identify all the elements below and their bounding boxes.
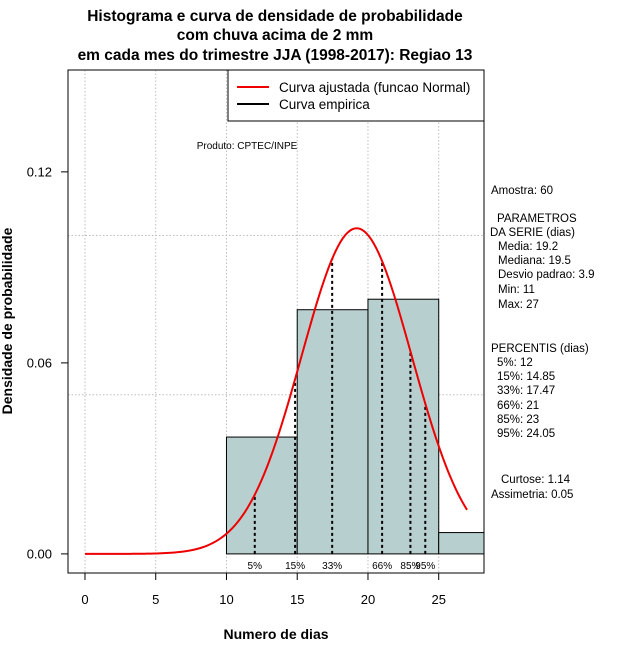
stat-median: Mediana: 19.5 <box>498 255 571 267</box>
percentile-label: 66% <box>372 561 392 572</box>
stat-mean: Media: 19.2 <box>498 241 558 253</box>
y-tick-label: 0.00 <box>27 546 52 561</box>
credit-label: Produto: CPTEC/INPE <box>197 141 298 152</box>
histogram-bar <box>439 533 484 554</box>
stat-p33: 33%: 17.47 <box>497 385 555 397</box>
legend-label-fitted: Curva ajustada (funcao Normal) <box>279 80 470 95</box>
stat-p95: 95%: 24.05 <box>497 428 555 440</box>
y-tick-label: 0.06 <box>27 355 52 370</box>
x-tick-label: 0 <box>81 592 88 607</box>
stat-p15: 15%: 14.85 <box>497 371 555 383</box>
stats-panel: Amostra: 60 PARAMETROS DA SERIE (dias) M… <box>490 185 595 501</box>
x-axis-title: Numero de dias <box>223 626 328 642</box>
histogram-bar <box>226 437 297 554</box>
bar-layer <box>226 299 484 554</box>
chart-title-line-3: em cada mes do trimestre JJA (1998-2017)… <box>78 47 473 64</box>
y-tick-label: 0.12 <box>27 164 52 179</box>
percentile-label: 33% <box>322 561 342 572</box>
x-tick-label: 10 <box>219 592 233 607</box>
stat-sample: Amostra: 60 <box>491 185 553 197</box>
y-axis-title: Densidade de probabilidade <box>0 227 15 414</box>
percentile-label: 15% <box>285 561 305 572</box>
stat-p85: 85%: 23 <box>497 414 539 426</box>
stat-p66: 66%: 21 <box>497 400 539 412</box>
x-tick-label: 25 <box>431 592 445 607</box>
histogram-chart: Histograma e curva de densidade de proba… <box>0 0 640 660</box>
stat-params-title-1: PARAMETROS <box>497 213 577 225</box>
chart-title-line-1: Histograma e curva de densidade de proba… <box>87 8 463 25</box>
x-tick-label: 20 <box>361 592 375 607</box>
stat-params-title-2: DA SERIE (dias) <box>490 227 575 239</box>
percentile-label: 5% <box>248 561 263 572</box>
stat-skewness: Assimetria: 0.05 <box>491 489 573 501</box>
histogram-bar <box>368 299 439 554</box>
stat-sd: Desvio padrao: 3.9 <box>498 269 595 281</box>
percentile-label: 95% <box>415 561 435 572</box>
legend: Curva ajustada (funcao Normal) Curva emp… <box>228 70 484 121</box>
x-tick-label: 15 <box>290 592 304 607</box>
stat-percentiles-title: PERCENTIS (dias) <box>491 343 589 355</box>
legend-label-empirical: Curva empirica <box>279 97 370 112</box>
x-tick-label: 5 <box>152 592 159 607</box>
stat-max: Max: 27 <box>498 299 539 311</box>
legend-box <box>228 70 484 121</box>
stat-p5: 5%: 12 <box>497 357 533 369</box>
stat-kurtosis: Curtose: 1.14 <box>501 474 571 486</box>
chart-title-line-2: com chuva acima de 2 mm <box>177 27 373 44</box>
stat-min: Min: 11 <box>498 284 535 296</box>
